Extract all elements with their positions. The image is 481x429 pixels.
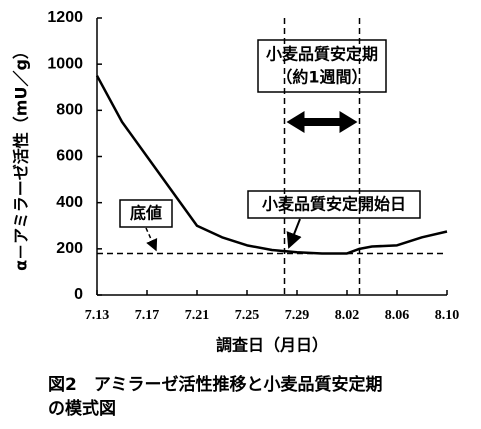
annotation-arrow: [286, 218, 302, 249]
data-line: [95, 75, 448, 255]
caption-line: の模式図: [48, 398, 116, 419]
y-axis-label: α－アミラーゼ活性（mU／g）: [12, 43, 31, 271]
annotation: 小麦品質安定期: [266, 45, 378, 64]
y-tick-label: 1000: [47, 55, 83, 72]
annotation-box: [247, 190, 421, 219]
x-tick-label: 7.29: [285, 308, 310, 323]
annotation: 小麦品質安定開始日: [262, 195, 406, 214]
x-tick-label: 7.21: [185, 308, 210, 323]
x-tick-label: 7.25: [235, 308, 260, 323]
annotation: （約1週間）: [276, 68, 367, 87]
x-tick-label: 8.10: [435, 308, 460, 323]
annotation-box: [119, 199, 173, 228]
y-tick-label: 600: [56, 148, 83, 165]
annotation-box: [257, 39, 387, 93]
x-tick-label: 7.17: [135, 308, 160, 323]
y-tick-label: 400: [56, 194, 83, 211]
x-tick-label: 8.06: [385, 308, 410, 323]
y-tick-label: 200: [56, 240, 83, 257]
y-tick-label: 800: [56, 102, 83, 119]
x-axis-label: 調査日（月日）: [216, 336, 328, 355]
annotation: 底値: [130, 204, 162, 223]
x-tick-label: 7.13: [85, 308, 110, 323]
period-arrow: [286, 111, 358, 133]
y-tick-label: 0: [74, 286, 83, 303]
caption-line: 図2 アミラーゼ活性推移と小麦品質安定期: [48, 374, 383, 395]
annotation-arrow: [145, 227, 158, 252]
y-tick-label: 1200: [47, 9, 83, 26]
x-tick-label: 8.02: [335, 308, 360, 323]
